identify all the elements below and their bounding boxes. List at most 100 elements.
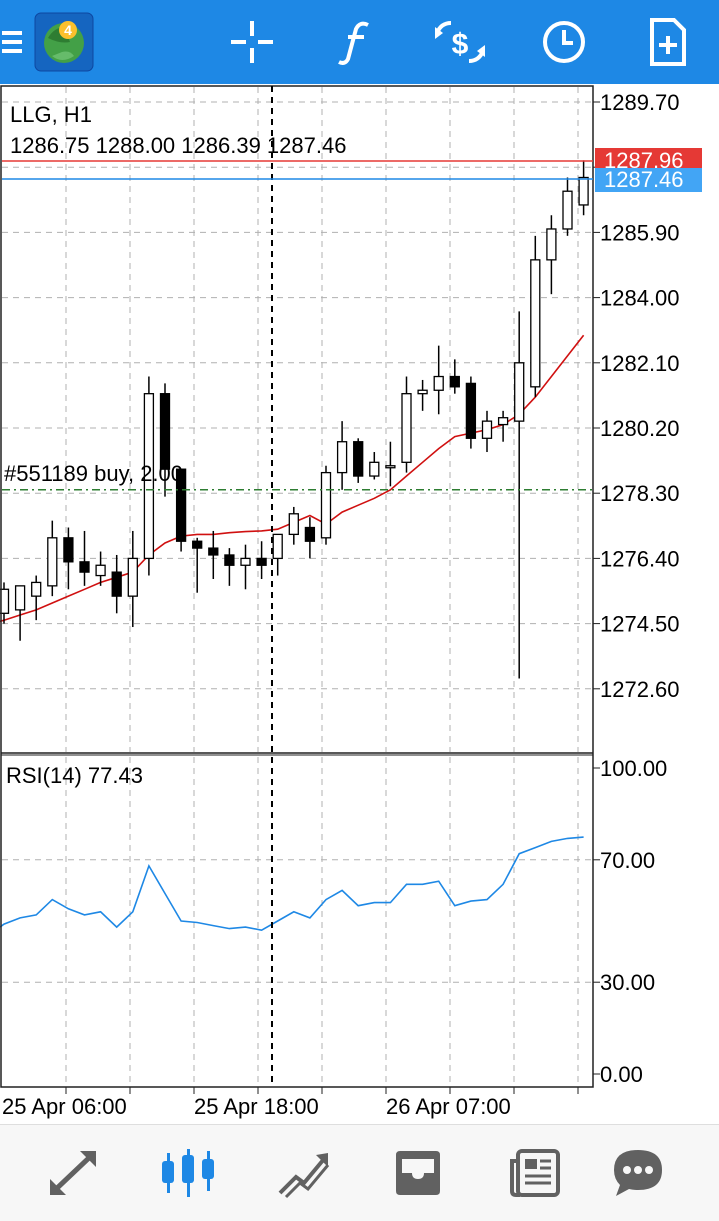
price-axis-label: 1285.90	[600, 220, 680, 245]
history-inbox-icon[interactable]	[368, 1125, 468, 1221]
candle[interactable]	[320, 465, 332, 545]
candle[interactable]	[0, 582, 10, 624]
candle[interactable]	[127, 530, 138, 628]
candle[interactable]	[256, 541, 267, 579]
candle[interactable]	[159, 383, 171, 497]
new-order-icon[interactable]	[638, 0, 698, 84]
rsi-label: RSI(14) 77.43	[6, 763, 143, 788]
top-toolbar: 4 $	[0, 0, 719, 84]
candle[interactable]	[530, 235, 541, 398]
candle[interactable]	[514, 311, 525, 679]
candle[interactable]	[465, 376, 477, 449]
bearish-candle-body	[224, 554, 235, 566]
bearish-candle-body	[79, 561, 90, 573]
bullish-candle-body	[401, 393, 412, 463]
bullish-candle-body	[14, 585, 26, 611]
candle[interactable]	[79, 530, 90, 586]
bearish-candle-body	[304, 526, 316, 542]
bullish-candle-body	[530, 259, 541, 388]
candle[interactable]	[417, 379, 428, 411]
candle[interactable]	[385, 441, 396, 487]
price-axis-label: 1272.60	[600, 677, 680, 702]
bullish-candle-body	[272, 533, 283, 560]
candle[interactable]	[63, 527, 74, 590]
candle[interactable]	[47, 520, 58, 597]
bid-price-badge	[595, 148, 702, 170]
price-axis-label: 1282.10	[600, 351, 680, 376]
candle[interactable]	[481, 410, 493, 453]
candle[interactable]	[175, 468, 187, 552]
price-chart[interactable]: 1289.701287.801285.901284.001282.101280.…	[0, 84, 719, 1124]
chart-candles-icon[interactable]	[138, 1125, 238, 1221]
rsi-axis-label: 30.00	[600, 970, 655, 995]
candle[interactable]	[111, 554, 122, 614]
candle[interactable]	[546, 215, 557, 295]
price-axis-label: 1274.50	[600, 612, 680, 637]
bearish-candle-body	[175, 468, 187, 542]
bullish-candle-body	[497, 417, 509, 426]
bearish-candle-body	[465, 382, 477, 439]
bearish-candle-body	[449, 375, 460, 388]
bearish-candle-body	[256, 557, 267, 566]
candle[interactable]	[562, 177, 573, 236]
metatrader-4-logo[interactable]: 4	[33, 0, 95, 84]
news-icon[interactable]	[484, 1125, 584, 1221]
bearish-candle-body	[353, 441, 364, 477]
candle[interactable]	[95, 551, 106, 586]
candle[interactable]	[224, 548, 235, 586]
bullish-candle-body	[578, 176, 589, 206]
svg-text:$: $	[452, 28, 469, 61]
bullish-candle-body	[47, 537, 58, 587]
bearish-candle-body	[63, 537, 74, 563]
axis-layer: 1289.701287.801285.901284.001282.101280.…	[2, 90, 680, 1119]
candle[interactable]	[369, 452, 380, 480]
bullish-candle-body	[336, 441, 348, 474]
rsi-layer	[0, 836, 584, 932]
candle[interactable]	[192, 537, 203, 593]
candle[interactable]	[143, 376, 155, 576]
timeframe-clock-icon[interactable]	[534, 0, 594, 84]
rsi-axis-label: 70.00	[600, 848, 655, 873]
chart-area[interactable]: 1289.701287.801285.901284.001282.101280.…	[0, 84, 719, 1124]
candle[interactable]	[433, 345, 444, 415]
candle[interactable]	[353, 438, 364, 483]
candle[interactable]	[304, 517, 316, 559]
overlay-layer: LLG, H1 1286.75 1288.00 1286.39 1287.46 …	[0, 85, 702, 1088]
price-axis-label: 1280.20	[600, 416, 680, 441]
candle[interactable]	[401, 376, 412, 473]
time-axis-label: 25 Apr 06:00	[2, 1094, 127, 1119]
candle[interactable]	[31, 575, 42, 621]
chat-icon[interactable]	[588, 1125, 688, 1221]
crosshair-icon[interactable]	[222, 0, 282, 84]
candle[interactable]	[208, 530, 219, 579]
bullish-candle-body	[288, 513, 299, 536]
candle[interactable]	[272, 533, 283, 576]
symbol-switch-icon[interactable]: $	[430, 0, 490, 84]
candle[interactable]	[288, 506, 299, 545]
bottom-navigation	[0, 1124, 719, 1221]
bullish-candle-body	[417, 389, 428, 395]
bullish-candle-body	[481, 420, 493, 439]
trade-icon[interactable]	[254, 1125, 354, 1221]
bullish-candle-body	[0, 588, 10, 614]
candle[interactable]	[497, 410, 509, 442]
bullish-candle-body	[31, 581, 42, 597]
indicators-function-icon[interactable]	[326, 0, 386, 84]
bearish-candle-body	[208, 547, 219, 556]
candle[interactable]	[336, 421, 348, 490]
bullish-candle-body	[127, 557, 138, 597]
rsi-axis-label: 0.00	[600, 1062, 643, 1087]
hamburger-menu-icon[interactable]	[0, 0, 26, 84]
bullish-candle-body	[320, 471, 332, 539]
bullish-candle-body	[143, 393, 155, 560]
candle[interactable]	[240, 544, 251, 590]
ask-price-label: 1287.46	[604, 167, 684, 192]
candle[interactable]	[14, 585, 26, 641]
ask-price-badge	[595, 168, 702, 192]
candle[interactable]	[449, 359, 460, 394]
bearish-candle-body	[111, 571, 122, 597]
quotes-arrows-icon[interactable]	[24, 1125, 124, 1221]
symbol-timeframe-label: LLG, H1	[10, 102, 92, 127]
time-axis-label: 25 Apr 18:00	[194, 1094, 319, 1119]
candle[interactable]	[578, 160, 589, 216]
